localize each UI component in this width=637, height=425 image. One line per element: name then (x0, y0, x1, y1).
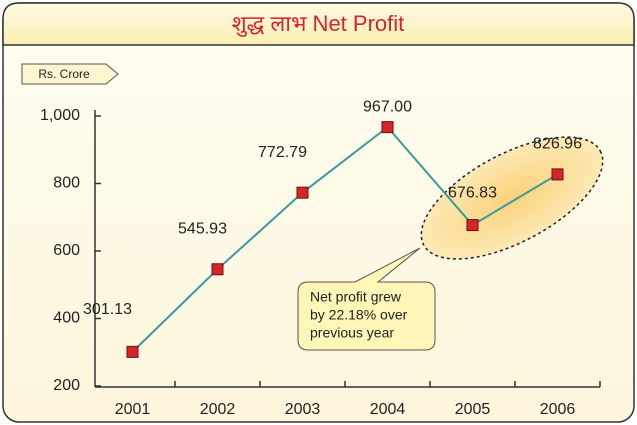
line (131, 125, 559, 353)
marker (296, 186, 309, 199)
y-tick-label: 600 (53, 242, 80, 259)
data-label: 772.79 (258, 144, 307, 161)
marker (126, 345, 139, 358)
marker (211, 263, 224, 276)
data-label: 301.13 (83, 301, 132, 318)
marker (466, 219, 479, 232)
y-tick-label: 800 (53, 175, 80, 192)
annotation-line: previous year (310, 325, 394, 341)
unit-box (21, 63, 119, 85)
annotation-line: Net profit grew (310, 289, 402, 305)
data-label: 967.00 (363, 98, 412, 115)
title-bar (2, 2, 635, 46)
chart-title: शुद्ध लाभ Net Profit (232, 11, 405, 37)
data-label: 545.93 (178, 220, 227, 237)
data-label: 676.83 (448, 184, 497, 201)
annotation-line: by 22.18% over (310, 307, 408, 323)
x-tick-label: 2005 (455, 401, 491, 418)
x-tick-label: 2001 (115, 401, 151, 418)
marker (551, 168, 564, 181)
x-tick-label: 2004 (370, 401, 406, 418)
annotation: Net profit grew by 22.18% over previous ye… (310, 289, 408, 341)
data-label: 826.96 (533, 136, 582, 153)
x-tick-label: 2006 (540, 401, 576, 418)
marker (381, 121, 394, 134)
y-tick-label: 200 (53, 377, 80, 394)
x-tick-label: 2003 (285, 401, 321, 418)
y-tick-label: 400 (53, 310, 80, 327)
x-tick-label: 2002 (200, 401, 236, 418)
y-tick-label: 1,000 (40, 107, 80, 124)
unit-label: Rs. Crore (38, 67, 90, 81)
callout (297, 247, 436, 351)
